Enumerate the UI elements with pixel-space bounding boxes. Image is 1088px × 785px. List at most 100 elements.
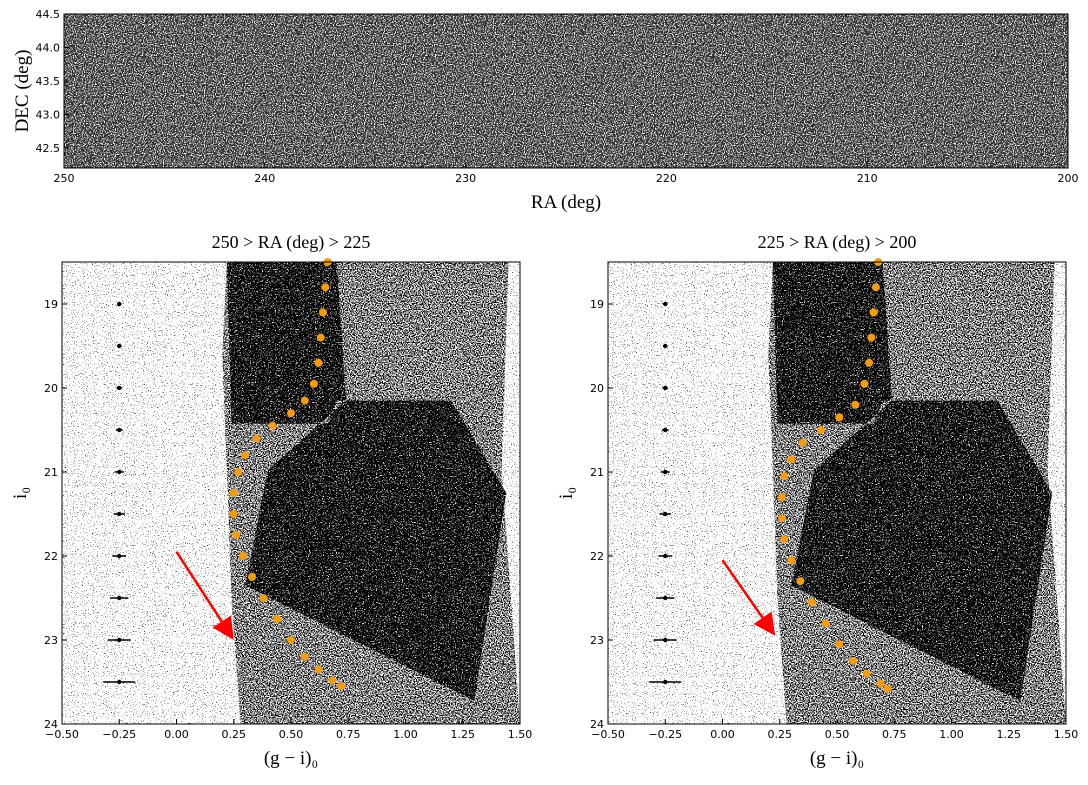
x-tick-label: 1.00 (939, 728, 964, 741)
x-tick-label: −0.25 (648, 728, 682, 741)
x-tick-label: 1.25 (451, 728, 476, 741)
isochrone-point (259, 594, 268, 602)
y-axis-label: DEC (deg) (12, 50, 33, 133)
isochrone-point (835, 413, 844, 422)
y-tick-label: 22 (44, 550, 58, 563)
isochrone-point (300, 652, 309, 661)
x-tick-label: 220 (656, 172, 677, 185)
error-point (117, 595, 122, 601)
x-tick-label: 0.75 (882, 728, 907, 741)
error-point (663, 511, 668, 517)
y-tick-label: 42.5 (36, 142, 61, 155)
axes-frame (61, 261, 521, 725)
isochrone-point (798, 438, 807, 447)
error-point (117, 343, 122, 349)
isochrone-point (252, 434, 261, 443)
isochrone-point (314, 358, 323, 367)
isochrone-point (780, 535, 789, 544)
y-tick-label: 23 (590, 634, 604, 647)
x-tick-label: 1.50 (508, 728, 533, 741)
reddening-arrowhead (212, 615, 234, 640)
isochrone-point (862, 669, 871, 678)
isochrone-point (248, 573, 257, 581)
y-tick-label: 21 (590, 466, 604, 479)
x-tick-label: 1.25 (997, 728, 1022, 741)
error-point (117, 469, 122, 475)
y-tick-label: 24 (44, 718, 58, 731)
isochrone-point (328, 676, 337, 685)
y-tick-label: 20 (44, 382, 58, 395)
error-point (663, 427, 668, 433)
isochrone-point (787, 455, 796, 464)
x-tick-label: 1.50 (1054, 728, 1079, 741)
x-tick-label: 240 (254, 172, 275, 185)
y-tick-label: 20 (590, 382, 604, 395)
reddening-arrowhead (753, 611, 776, 636)
error-point (663, 385, 668, 391)
isochrone-point (287, 636, 295, 644)
x-tick-label: 1.00 (393, 728, 418, 741)
x-tick-label: −0.50 (591, 728, 625, 741)
error-point (663, 301, 668, 307)
error-point (117, 427, 122, 433)
axes-frame (63, 13, 1069, 169)
reddening-arrow (175, 551, 223, 623)
y-tick-label: 19 (590, 298, 604, 311)
isochrone-point (835, 640, 844, 649)
y-tick-label: 43.0 (36, 108, 61, 121)
isochrone-point (337, 682, 346, 691)
x-tick-label: 0.00 (710, 728, 735, 741)
axes-frame (607, 261, 1067, 725)
x-tick-label: 200 (1058, 172, 1079, 185)
x-tick-label: 230 (455, 172, 476, 185)
y-axis-label: i₀ (556, 487, 577, 499)
x-tick-label: 0.50 (825, 728, 850, 741)
y-tick-label: 44.0 (36, 41, 61, 54)
x-tick-label: 250 (54, 172, 75, 185)
isochrone-point (229, 510, 238, 518)
y-tick-label: 22 (590, 550, 604, 563)
isochrone-point (287, 409, 295, 418)
isochrone-point (234, 468, 243, 476)
chart-title: 225 > RA (deg) > 200 (758, 232, 917, 253)
isochrone-point (778, 514, 787, 523)
y-tick-label: 44.5 (36, 8, 61, 21)
isochrone-point (229, 489, 238, 497)
isochrone-point (796, 577, 805, 586)
isochrone-point (821, 619, 830, 628)
error-point (663, 679, 668, 685)
isochrone-point (816, 426, 825, 434)
x-tick-label: 0.50 (279, 728, 304, 741)
isochrone-point (314, 665, 323, 674)
isochrone-point (268, 421, 277, 430)
isochrone-point (238, 552, 247, 560)
error-point (117, 511, 122, 517)
error-point (117, 637, 122, 643)
y-tick-label: 19 (44, 298, 58, 311)
x-tick-label: 0.25 (222, 728, 247, 741)
isochrone-point (849, 657, 858, 665)
sky-stars (64, 14, 1068, 168)
isochrone-point (807, 598, 816, 607)
error-point (663, 637, 668, 643)
isochrone-point (316, 333, 325, 342)
y-tick-label: 24 (590, 718, 604, 731)
isochrone-point (787, 556, 796, 565)
error-point (117, 553, 122, 559)
x-tick-label: 210 (857, 172, 878, 185)
isochrone-point (778, 493, 787, 502)
isochrone-point (860, 379, 869, 388)
isochrone-point (321, 283, 330, 292)
x-tick-label: 0.25 (768, 728, 793, 741)
isochrone-point (309, 379, 318, 388)
isochrone-point (871, 283, 880, 292)
x-tick-label: 0.00 (164, 728, 189, 741)
isochrone-point (876, 679, 885, 688)
isochrone-point (273, 615, 282, 623)
isochrone-point (883, 684, 892, 693)
reddening-arrow (721, 559, 764, 619)
y-axis-label: i₀ (10, 487, 31, 499)
isochrone-point (851, 400, 860, 409)
